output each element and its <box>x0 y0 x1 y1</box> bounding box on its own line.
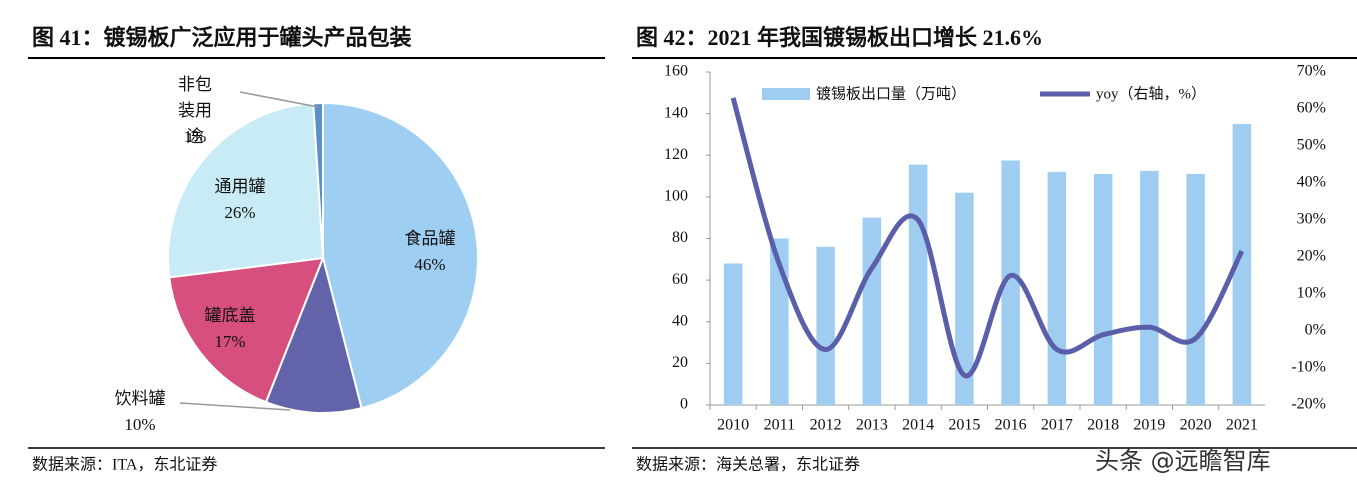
x-tick-label: 2011 <box>764 417 795 434</box>
pie-slice <box>322 101 479 410</box>
bar <box>1093 173 1113 405</box>
bar <box>955 192 974 405</box>
x-tick-label: 2018 <box>1087 417 1119 434</box>
y2-tick-label: -20% <box>1291 396 1326 413</box>
chart-title: 图 41：镀锡板广泛应用于罐头产品包装 <box>32 25 412 50</box>
x-tick-label: 2015 <box>948 417 980 434</box>
y2-tick-label: 70% <box>1297 63 1326 80</box>
bar <box>1140 170 1159 405</box>
pie-value-label: 26% <box>224 203 256 222</box>
leader-line <box>239 91 319 108</box>
y-tick-label: 100 <box>664 188 688 205</box>
x-tick-label: 2021 <box>1226 417 1258 434</box>
pie-value-label: 10% <box>124 415 156 434</box>
watermark: 头条 @远瞻智库 <box>1095 447 1271 475</box>
pie-label: 非包装用途 <box>178 75 212 146</box>
chart-title: 图 42：2021 年我国镀锡板出口增长 21.6% <box>636 25 1043 50</box>
y2-tick-label: 0% <box>1305 322 1326 339</box>
bar <box>816 246 835 405</box>
pie-value-label: 1% <box>183 127 207 146</box>
bar <box>908 164 928 405</box>
pie-slice <box>264 254 363 414</box>
legend-swatch <box>762 88 810 100</box>
pie-value-label: 46% <box>414 255 446 274</box>
y-tick-label: 60 <box>672 271 688 288</box>
y-tick-label: 120 <box>664 146 688 163</box>
x-tick-label: 2019 <box>1133 417 1165 434</box>
pie-slice <box>312 101 324 259</box>
x-tick-label: 2020 <box>1180 417 1212 434</box>
pie-label: 罐底盖 <box>204 306 256 325</box>
x-tick-label: 2010 <box>717 417 749 434</box>
bar <box>1186 173 1205 405</box>
source: 数据来源：ITA，东北证券 <box>32 456 217 474</box>
leader-line <box>179 402 291 411</box>
y2-tick-label: -10% <box>1291 359 1326 376</box>
pie-slice <box>168 256 325 404</box>
pie-slice <box>167 102 325 279</box>
y2-tick-label: 10% <box>1297 285 1326 302</box>
bar <box>1232 124 1252 405</box>
legend-label: yoy（右轴，%） <box>1096 85 1206 102</box>
y-tick-label: 40 <box>672 312 688 329</box>
y2-tick-label: 60% <box>1297 100 1326 117</box>
line <box>730 97 1245 378</box>
pie-value-label: 17% <box>214 332 246 351</box>
legend-label: 镀锡板出口量（万吨） <box>816 84 966 102</box>
y2-tick-label: 50% <box>1297 137 1326 154</box>
y-tick-label: 20 <box>672 354 688 371</box>
x-tick-label: 2013 <box>856 417 888 434</box>
x-tick-label: 2012 <box>810 417 842 434</box>
y-tick-label: 0 <box>680 396 688 413</box>
y-tick-label: 140 <box>664 104 688 121</box>
y2-tick-label: 40% <box>1297 174 1326 191</box>
x-tick-label: 2016 <box>995 417 1027 434</box>
x-tick-label: 2014 <box>902 417 934 434</box>
pie-label: 通用罐 <box>214 177 266 196</box>
y2-tick-label: 30% <box>1297 211 1326 228</box>
pie-label: 食品罐 <box>404 229 456 248</box>
source: 数据来源：海关总署，东北证券 <box>636 456 860 474</box>
bar <box>1001 160 1020 405</box>
y-tick-label: 80 <box>672 229 688 246</box>
y2-tick-label: 20% <box>1297 248 1326 265</box>
bar <box>862 217 882 405</box>
bar <box>1047 171 1067 405</box>
bar <box>723 263 743 405</box>
y-tick-label: 160 <box>664 63 688 80</box>
x-tick-label: 2017 <box>1041 417 1073 434</box>
pie-label: 饮料罐 <box>114 389 166 408</box>
